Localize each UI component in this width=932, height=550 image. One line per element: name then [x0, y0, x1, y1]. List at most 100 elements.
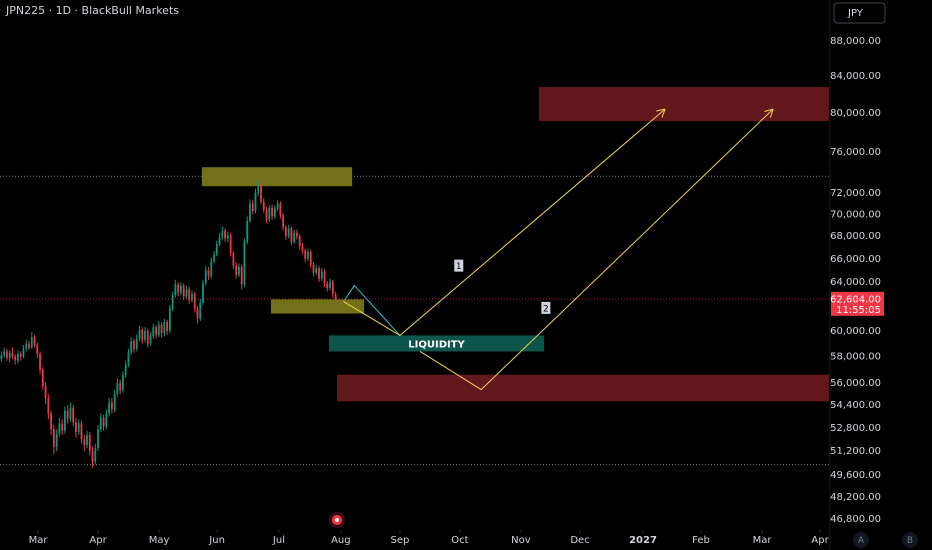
candle-body	[133, 341, 135, 349]
candle-body	[301, 246, 304, 251]
candle-body	[168, 308, 171, 331]
candle-body	[235, 265, 238, 276]
candle-body	[80, 423, 83, 440]
y-tick-label: 46,800.00	[830, 514, 881, 525]
candle-body	[69, 407, 72, 420]
candle-body	[307, 251, 309, 259]
candle-body	[160, 324, 163, 334]
y-tick-label: 60,000.00	[830, 326, 881, 337]
candle-body	[61, 423, 64, 431]
y-tick-label: 48,200.00	[830, 492, 881, 503]
candle-body	[207, 270, 210, 277]
scale-button[interactable]	[853, 532, 869, 548]
candle-body	[94, 448, 97, 462]
y-tick-label: 54,400.00	[830, 400, 881, 411]
zone	[201, 167, 353, 187]
last-price-tag	[831, 291, 884, 316]
candle-body	[276, 203, 279, 209]
candle-body	[66, 410, 69, 420]
projection-path	[343, 108, 666, 337]
candle-body	[188, 289, 191, 301]
candle-body	[304, 250, 307, 259]
candle-body	[64, 410, 66, 431]
candle-body	[290, 228, 293, 242]
candle-body	[180, 285, 182, 293]
candle-body	[166, 322, 169, 331]
candle-body	[309, 251, 312, 265]
y-tick-label: 56,000.00	[830, 378, 881, 389]
path-label: 1	[456, 262, 462, 272]
candle-body	[163, 322, 166, 334]
candle-body	[296, 232, 298, 237]
candle-body	[110, 402, 113, 410]
x-tick-label: 2027	[629, 535, 657, 546]
candle-body	[50, 413, 52, 430]
candle-body	[191, 294, 193, 301]
candle-body	[331, 282, 334, 295]
candle-body	[262, 201, 265, 210]
candle-body	[298, 236, 301, 247]
scale-button-label: B	[907, 536, 913, 546]
candle-body	[334, 294, 337, 299]
candle-body	[36, 344, 39, 355]
path-label: 2	[543, 304, 549, 314]
candle-body	[141, 329, 144, 340]
arrow-head	[656, 108, 666, 112]
candle-body	[174, 284, 177, 296]
candle-body	[282, 215, 285, 228]
candle-body	[312, 264, 315, 273]
candle-body	[273, 208, 276, 217]
candle-body	[25, 343, 28, 349]
x-tick-label: Apr	[811, 535, 829, 546]
x-tick-label: Feb	[692, 535, 710, 546]
candle-body	[224, 230, 227, 239]
candle-body	[0, 355, 3, 360]
candle-body	[116, 383, 119, 395]
candle-body	[127, 352, 130, 365]
y-tick-label: 58,000.00	[830, 352, 881, 363]
x-tick-label: Mar	[753, 535, 773, 546]
x-tick-label: Mar	[29, 535, 49, 546]
candle-body	[157, 324, 160, 335]
candle-body	[329, 282, 331, 289]
currency-label: JPY	[847, 8, 864, 19]
candle-body	[193, 294, 196, 309]
x-tick-label: Dec	[570, 535, 589, 546]
arrow-head	[661, 108, 666, 118]
x-tick-label: Nov	[511, 535, 531, 546]
candle-body	[17, 354, 19, 361]
candle-body	[130, 341, 133, 353]
candle-body	[146, 330, 149, 344]
candle-body	[257, 184, 260, 193]
candle-body	[318, 268, 320, 279]
candle-body	[58, 423, 61, 434]
candle-body	[3, 351, 6, 356]
x-tick-label: Apr	[89, 535, 107, 546]
candle-body	[99, 417, 102, 430]
candle-body	[202, 283, 204, 303]
chart-title: JPN225 · 1D · BlackBull Markets	[5, 4, 179, 17]
candle-body	[199, 302, 202, 319]
candle-body	[83, 439, 86, 446]
currency-button[interactable]	[833, 2, 886, 24]
candle-body	[105, 413, 108, 427]
candle-body	[210, 261, 213, 277]
candle-body	[108, 402, 111, 414]
candle-body	[144, 330, 146, 340]
candle-body	[39, 354, 41, 370]
candle-body	[22, 348, 25, 357]
candle-body	[77, 423, 80, 433]
scale-button[interactable]	[902, 532, 918, 548]
y-tick-label: 51,200.00	[830, 446, 881, 457]
y-tick-label: 70,000.00	[830, 209, 881, 220]
last-price-label: 62,604.00	[830, 294, 881, 305]
candle-body	[240, 266, 243, 285]
candle-body	[152, 327, 155, 337]
x-tick-label: Jul	[272, 535, 285, 546]
candle-body	[232, 253, 235, 266]
arrow-head	[769, 108, 774, 118]
candle-body	[86, 434, 88, 446]
candle-body	[155, 327, 157, 335]
path-label-box	[454, 259, 464, 272]
